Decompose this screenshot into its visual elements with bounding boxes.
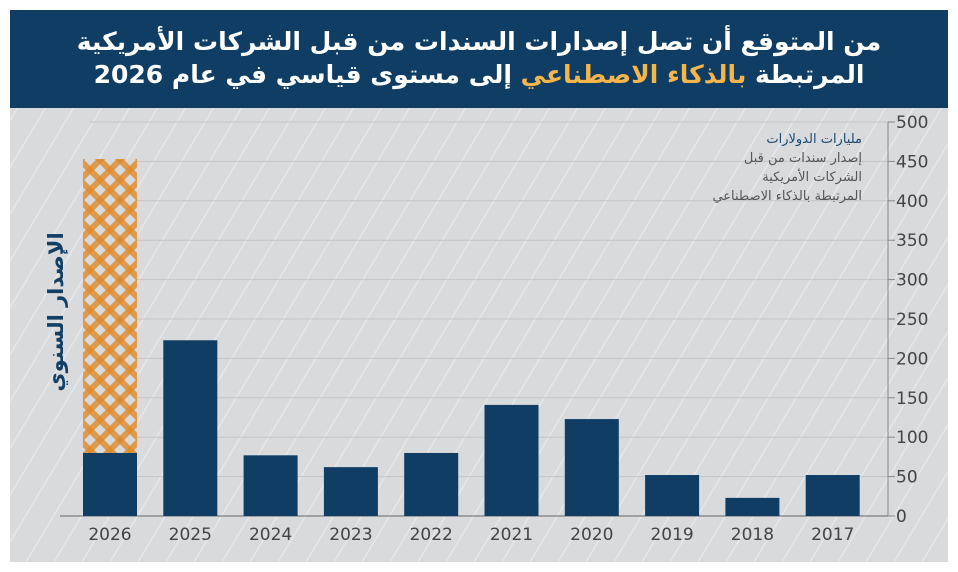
bg-stripe (781, 282, 948, 562)
legend: مليارات الدولارات إصدار سندات من قبل الش… (712, 130, 862, 206)
x-tick-label: 2020 (570, 525, 613, 545)
y-tick-label: 350 (896, 231, 928, 251)
y-tick-label: 0 (896, 507, 907, 527)
bar-2024 (243, 455, 298, 516)
bar-2020 (564, 419, 619, 516)
legend-line: المرتبطة بالذكاء الاصطناعي (712, 189, 862, 204)
bg-stripe (697, 142, 948, 562)
legend-line: إصدار سندات من قبل (743, 151, 862, 166)
bg-stripe (837, 376, 948, 562)
bg-stripe (809, 329, 948, 562)
y-tick-label: 300 (896, 271, 928, 291)
bar-2017 (805, 475, 860, 516)
forecast-bar-2026 (83, 159, 137, 453)
y-tick-label: 200 (896, 349, 928, 369)
bar-2019 (645, 475, 700, 516)
legend-line: الشركات الأمريكية (762, 170, 862, 185)
x-tick-label: 2023 (329, 525, 372, 545)
bg-stripe (725, 189, 948, 562)
bar-2026 (83, 452, 137, 516)
y-tick-label: 50 (896, 468, 918, 488)
y-axis-label: الإصدار السنوي (44, 232, 68, 392)
bg-stripe (753, 236, 948, 562)
bar-2021 (484, 404, 539, 516)
title-line-2: المرتبطة بالذكاء الاصطناعي إلى مستوى قيا… (10, 58, 948, 91)
y-tick-label: 100 (896, 428, 928, 448)
unit-label: مليارات الدولارات (766, 132, 862, 147)
x-tick-label: 2019 (650, 525, 693, 545)
bar-2025 (163, 340, 218, 516)
y-tick-label: 400 (896, 192, 928, 212)
bar-2022 (404, 452, 459, 516)
y-tick-label: 450 (896, 152, 928, 172)
bar-2023 (323, 467, 378, 516)
x-tick-label: 2021 (490, 525, 533, 545)
x-tick-label: 2024 (249, 525, 292, 545)
y-tick-label: 500 (896, 113, 928, 133)
title-line-1: من المتوقع أن تصل إصدارات السندات من قبل… (76, 27, 882, 56)
title-highlight: بالذكاء الاصطناعي (520, 60, 747, 89)
chart-header: من المتوقع أن تصل إصدارات السندات من قبل… (10, 10, 948, 108)
x-tick-label: 2018 (731, 525, 774, 545)
x-tick-label: 2026 (88, 525, 131, 545)
title-prefix: المرتبطة (746, 60, 865, 89)
y-tick-label: 150 (896, 389, 928, 409)
x-tick-label: 2017 (811, 525, 854, 545)
x-tick-label: 2025 (169, 525, 212, 545)
x-tick-label: 2022 (410, 525, 453, 545)
chart-frame: من المتوقع أن تصل إصدارات السندات من قبل… (10, 10, 948, 562)
y-tick-label: 250 (896, 310, 928, 330)
bg-stripe (865, 423, 948, 562)
bar-chart: 0 50 100 150 200 250 300 350 400 450 500 2026 2025 20… (60, 113, 928, 545)
title-suffix: إلى مستوى قياسي في عام 2026 (93, 60, 521, 89)
chart-title: من المتوقع أن تصل إصدارات السندات من قبل… (10, 10, 948, 91)
bar-2018 (725, 497, 780, 516)
